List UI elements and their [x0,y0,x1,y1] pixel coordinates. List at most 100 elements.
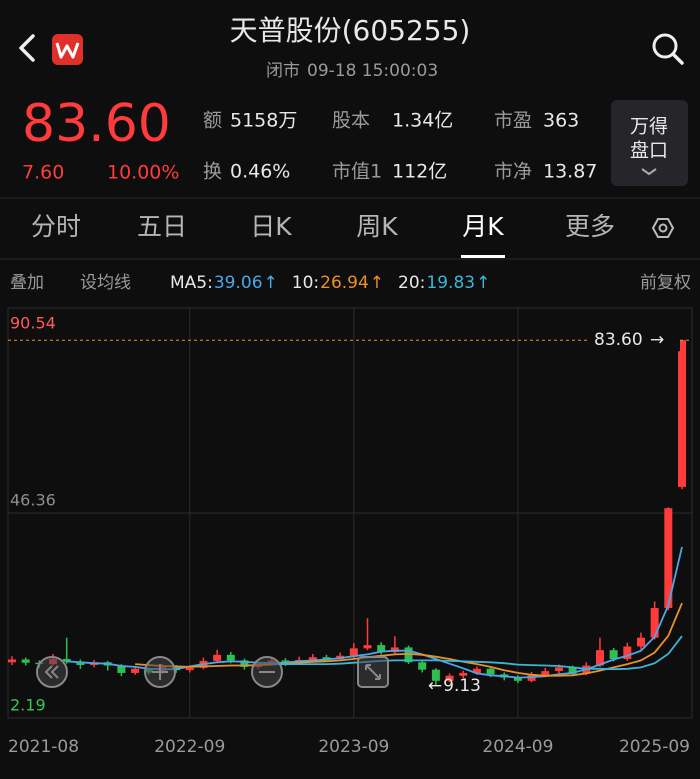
candle-body [595,650,604,666]
candle-body [636,637,645,647]
candle-body [486,668,495,675]
candle-body [650,607,659,638]
candle-body [513,677,522,681]
candle-body [76,661,85,666]
candle-body [445,675,454,681]
last-price-arrow: → [650,330,664,350]
search-button[interactable] [652,33,678,59]
candle-body [185,667,194,671]
stat-label: 市净 [494,161,532,183]
tabs: 分时 五日 日K 周K 月K 更多 [31,212,615,258]
candle-body [623,646,632,660]
y-tick-label: 90.54 [10,314,56,333]
candle-body [568,667,577,674]
candle-body [62,659,71,662]
candle-body [459,672,468,676]
stat-label: 股本 [332,110,370,132]
legend-arrow: ↑ [370,273,384,293]
price-change-pct: 10.00% [107,162,179,184]
candle-body [8,659,16,663]
candle-body [21,659,30,663]
legend-name: 10: [292,273,319,293]
candle-body [404,647,413,663]
quote-time: 09-18 15:00:03 [307,61,438,81]
stat-label: 市值1 [332,161,382,183]
settings-button[interactable] [651,218,675,238]
tab[interactable]: 月K [462,212,504,241]
candle-body [678,340,686,487]
low-label: 9.13 [443,676,481,696]
candle-body [213,654,222,661]
candle-body [131,668,140,673]
stat-label: 市盈 [494,110,532,132]
search-handle [671,52,684,65]
low-arrow: ← [428,676,442,696]
candle-body [541,671,550,675]
chevron [641,168,657,176]
label-bg [588,329,680,352]
candle-body [349,648,358,656]
x-tick-label: 2021-08 [8,737,79,757]
depth-button-label: 盘口 [630,140,668,162]
price: 83.60 [22,94,171,154]
candle-body [554,667,563,672]
tab[interactable]: 日K [250,212,292,241]
x-tick-label: 2025-09 [619,737,690,757]
stats: 额 5158万 股本 1.34亿 市盈 363 换 0.46% 市值1 112亿 市净 13.87 [203,110,597,183]
candle-body [472,668,481,673]
icon [365,664,381,680]
stat-label: 换 [203,161,222,183]
stat-value: 0.46% [230,161,290,183]
stat-label: 额 [203,110,222,132]
legend-arrow: ↑ [476,273,490,293]
legend-name: MA5: [170,273,213,293]
candle-body [322,657,331,660]
settings-dot [658,223,668,233]
market-status: 闭市 [266,61,300,81]
x-tick-label: 2023-09 [318,737,389,757]
legend-value: 39.06 [214,273,263,293]
legend-arrow: ↑ [264,273,278,293]
icon [44,665,59,679]
legend-name: 20: [398,273,425,293]
tab[interactable]: 更多 [565,212,615,241]
stock-title: 天普股份(605255) [230,14,471,47]
back-button[interactable] [19,34,35,62]
stat-value: 363 [543,110,579,132]
depth-button-label: 万得 [630,116,668,138]
price-change: 7.60 [22,162,64,184]
depth-button[interactable] [611,100,688,186]
candle-body [664,508,673,608]
candle-body [363,645,372,649]
tab-indicator [461,255,505,258]
tab[interactable]: 周K [356,212,398,241]
ma-line [271,635,683,671]
x-tick-label: 2024-09 [482,737,553,757]
chart: 2.19 46.36 90.54 2021-08 2022-09 2023-09 2024-… [7,273,693,757]
overlay-button[interactable]: 叠加 [10,273,44,293]
candle-body [609,650,618,660]
stat-value: 5158万 [230,110,297,132]
x-tick-label: 2022-09 [154,737,225,757]
candle-body [117,665,126,673]
candle-body [308,657,317,660]
tab[interactable]: 五日 [137,212,187,241]
stat-value: 112亿 [392,161,447,183]
legend-value: 26.94 [320,273,369,293]
logo-mark [55,42,80,59]
candle-body [377,645,386,653]
ma-setting-button[interactable]: 设均线 [80,273,131,293]
icon [152,664,168,680]
chart-controls [36,656,389,688]
candle-body [431,669,440,681]
legend-value: 19.83 [426,273,475,293]
last-price-label: 83.60 [594,330,643,350]
candle-body [418,662,427,670]
tab[interactable]: 分时 [31,212,81,241]
candle-body [240,660,249,667]
adjust-button[interactable]: 前复权 [640,273,691,293]
candle-body [390,647,399,653]
ma-line [135,602,683,677]
